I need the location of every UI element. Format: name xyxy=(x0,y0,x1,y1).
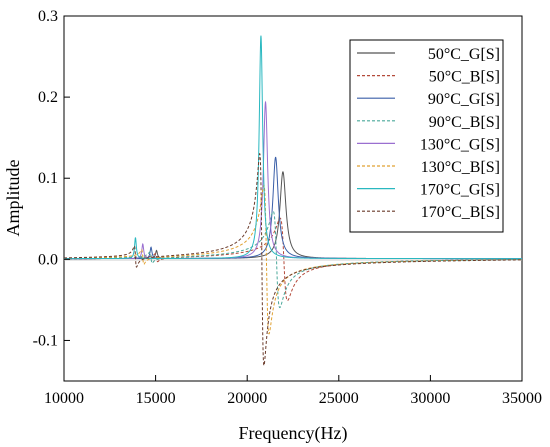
series-line xyxy=(64,35,522,260)
legend: 50°C_G[S] 50°C_B[S] 90°C_G[S] 90°C_B[S] 130°… xyxy=(349,39,504,233)
x-tick-label: 25000 xyxy=(319,390,359,407)
legend-label: 50°C_B[S] xyxy=(429,69,500,86)
legend-box xyxy=(349,39,504,233)
y-tick-label: -0.1 xyxy=(33,332,58,349)
y-tick-label: 0.2 xyxy=(38,89,58,106)
series-layer xyxy=(63,35,522,367)
legend-label: 90°C_G[S] xyxy=(428,91,500,108)
y-axis-title: Amplitude xyxy=(3,159,23,236)
legend-label: 170°C_B[S] xyxy=(421,204,500,221)
legend-label: 130°C_B[S] xyxy=(421,159,500,176)
y-tick-label: 0.3 xyxy=(38,8,58,25)
y-tick-label: 0.1 xyxy=(38,170,58,187)
legend-label: 170°C_G[S] xyxy=(420,182,500,199)
y-axis: -0.1 0.0 0.1 0.2 0.3 xyxy=(33,8,70,349)
x-tick-label: 20000 xyxy=(227,390,267,407)
legend-label: 90°C_B[S] xyxy=(429,114,500,131)
series-line xyxy=(64,152,522,367)
x-axis: 10000 15000 20000 25000 30000 35000 xyxy=(44,375,542,407)
x-axis-title: Frequency(Hz) xyxy=(239,423,348,444)
y-tick-label: 0.0 xyxy=(38,251,58,268)
x-tick-label: 15000 xyxy=(136,390,176,407)
x-tick-label: 30000 xyxy=(410,390,450,407)
legend-label: 130°C_G[S] xyxy=(420,136,500,153)
legend-label: 50°C_G[S] xyxy=(428,46,500,63)
x-tick-label: 35000 xyxy=(502,390,542,407)
x-tick-label: 10000 xyxy=(44,390,84,407)
plot-frame xyxy=(63,15,523,382)
